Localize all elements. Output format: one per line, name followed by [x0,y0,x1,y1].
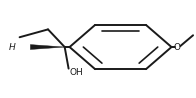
Text: H: H [9,43,16,52]
Polygon shape [30,45,65,49]
Text: O: O [174,43,181,52]
Text: OH: OH [70,68,83,77]
